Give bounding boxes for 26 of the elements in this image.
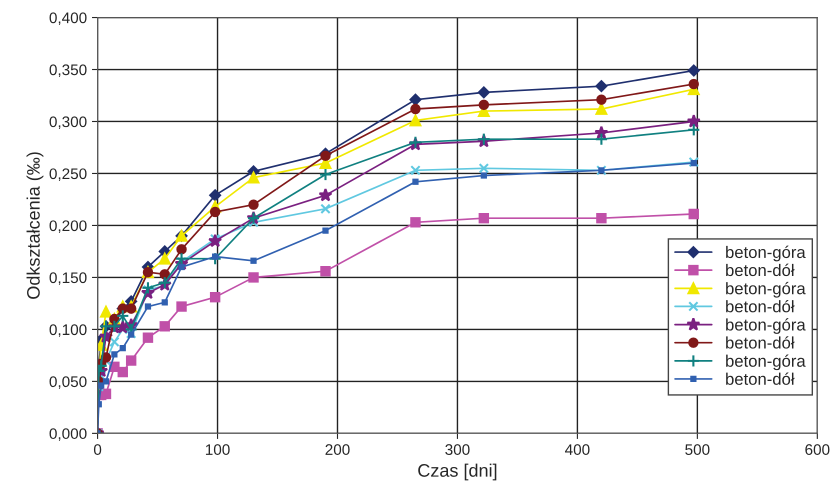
legend-label: beton-góra [726, 246, 806, 262]
y-tick-label: 0,050 [50, 376, 87, 389]
y-tick-label: 0,100 [50, 324, 87, 337]
legend-label: beton-dół [726, 372, 794, 385]
legend-label: beton-dół [726, 264, 794, 276]
x-axis-title: Czas [dni] [418, 464, 496, 480]
x-tick-label: 300 [445, 444, 470, 456]
y-tick-label: 0,200 [50, 220, 87, 233]
y-tick-label: 0,250 [50, 168, 87, 181]
y-tick-label: 0,150 [50, 272, 87, 285]
x-tick-label: 100 [206, 444, 230, 456]
legend-label: beton-dół [726, 336, 794, 349]
legend-label: beton-góra [726, 318, 806, 334]
y-axis-title: Odkształcenia (‰) [26, 152, 44, 299]
x-tick-label: 600 [805, 444, 830, 456]
y-tick-label: 0,300 [50, 116, 87, 129]
legend-label: beton-góra [726, 354, 806, 370]
y-tick-label: 0,000 [50, 428, 87, 441]
x-tick-label: 200 [326, 444, 350, 456]
x-tick-label: 500 [685, 444, 710, 456]
x-tick-label: 400 [565, 444, 590, 456]
y-tick-label: 0,350 [50, 64, 87, 78]
x-tick-label: 0 [94, 444, 102, 456]
legend-label: beton-góra [726, 282, 806, 298]
legend-label: beton-dół [726, 300, 794, 312]
y-tick-label: 0,400 [50, 12, 87, 26]
